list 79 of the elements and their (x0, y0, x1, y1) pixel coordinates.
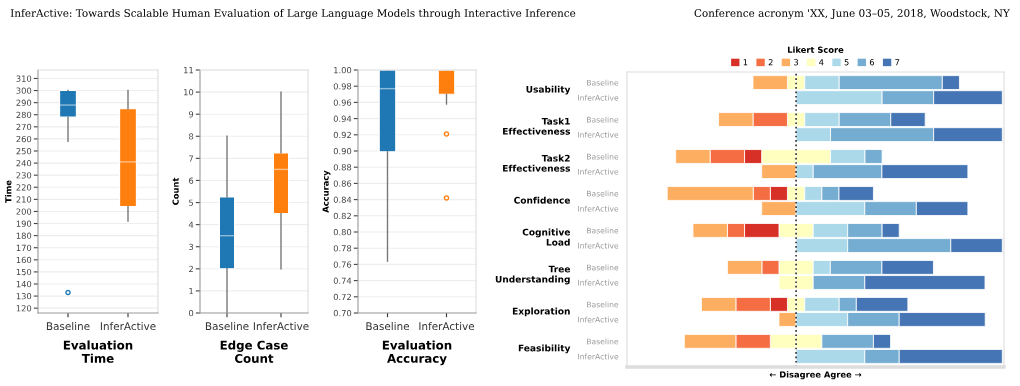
y-tick-label: 300 (16, 87, 32, 94)
x-tick-label: Baseline (366, 322, 410, 331)
y-axis-title: Count (172, 177, 179, 205)
y-tick-label: 160 (16, 256, 32, 264)
y-tick-label: 4 (188, 221, 194, 228)
x-axis-title: Evaluation Accuracy (382, 340, 452, 366)
y-tick-label: 10 (184, 89, 194, 96)
y-tick-label: 0.72 (333, 293, 351, 301)
y-tick-label: 0.76 (333, 261, 352, 268)
legend-label: 3 (794, 59, 799, 66)
y-tick-label: 0.90 (333, 147, 352, 155)
y-tick-label: 0.96 (333, 99, 352, 106)
text: Confidence (514, 196, 571, 204)
text: Tree Understanding (495, 265, 571, 285)
y-tick-label: 170 (16, 244, 32, 251)
y-tick-label: 280 (16, 111, 32, 119)
text: Task1 Effectiveness (503, 117, 571, 135)
y-tick-label: 7 (189, 155, 194, 162)
x-tick-label: InferActive (100, 322, 156, 331)
y-tick-label: 290 (16, 99, 32, 106)
legend-label: 1 (743, 59, 748, 66)
y-tick-label: 0.84 (333, 196, 352, 203)
x-tick-label: InferActive (419, 322, 475, 331)
y-tick-label: 0.74 (333, 277, 352, 284)
y-tick-label: 0.92 (333, 131, 351, 139)
y-tick-label: 1 (189, 288, 193, 295)
text: Conference acronym 'XX, June 03–05, 2018, Woodstock, NY (694, 8, 1010, 20)
y-tick-label: 120 (16, 305, 32, 312)
y-tick-label: 240 (16, 160, 32, 167)
legend-title: Likert Score (787, 46, 844, 53)
y-tick-label: 0.86 (333, 180, 352, 187)
y-tick-label: 270 (16, 123, 32, 131)
y-tick-label: 0 (189, 309, 194, 317)
x-axis-title: Evaluation Time (63, 340, 133, 363)
text: Usability (526, 85, 571, 95)
text: Cognitive Load (522, 228, 571, 246)
y-tick-label: 9 (188, 111, 194, 118)
y-tick-label: 0.94 (333, 115, 352, 122)
y-axis-title: Accuracy (322, 170, 331, 213)
y-tick-label: 5 (189, 199, 194, 206)
y-tick-label: 150 (16, 268, 32, 276)
text: Task2 Effectiveness (503, 154, 571, 172)
y-axis-title: Time (5, 180, 12, 203)
y-tick-label: 140 (16, 280, 32, 288)
y-tick-label: 1.00 (334, 66, 352, 74)
y-tick-label: 180 (16, 232, 32, 239)
y-tick-label: 210 (16, 196, 32, 203)
legend-label: 7 (895, 59, 900, 66)
y-tick-label: 0.88 (333, 164, 352, 171)
y-tick-label: 0.70 (333, 309, 352, 317)
x-tick-label: InferActive (253, 322, 309, 331)
legend-label: 4 (819, 59, 824, 66)
y-tick-label: 200 (16, 208, 32, 215)
y-tick-label: 220 (16, 184, 32, 191)
y-tick-label: 130 (16, 293, 32, 300)
x-tick-label: Baseline (46, 322, 90, 331)
y-tick-label: 8 (189, 133, 194, 140)
x-axis-title: ← Disagree Agree → (769, 371, 862, 380)
text: Exploration (512, 307, 570, 317)
y-tick-label: 6 (189, 177, 194, 184)
y-tick-label: 0.98 (333, 83, 352, 90)
y-tick-label: 0.80 (333, 228, 352, 236)
y-tick-label: 11 (184, 67, 193, 74)
y-tick-label: 0.82 (333, 212, 351, 220)
legend-label: 2 (768, 59, 773, 66)
y-tick-label: 310 (16, 75, 32, 82)
y-tick-label: 3 (189, 243, 194, 251)
x-axis-title: Edge Case Count (220, 340, 288, 363)
y-tick-label: 260 (16, 135, 32, 143)
text: InferActive: Towards Scalable Human Evaluation of Large Language Models through Interactive Inference (10, 8, 576, 20)
legend-label: 6 (869, 59, 875, 66)
legend-label: 5 (844, 59, 849, 66)
y-tick-label: 250 (16, 147, 32, 155)
y-tick-label: 0.78 (333, 245, 352, 252)
x-tick-label: Baseline (205, 322, 249, 331)
text: Feasibility (518, 344, 571, 354)
y-tick-label: 2 (189, 265, 193, 272)
y-tick-label: 190 (16, 220, 32, 227)
y-tick-label: 230 (16, 172, 32, 179)
